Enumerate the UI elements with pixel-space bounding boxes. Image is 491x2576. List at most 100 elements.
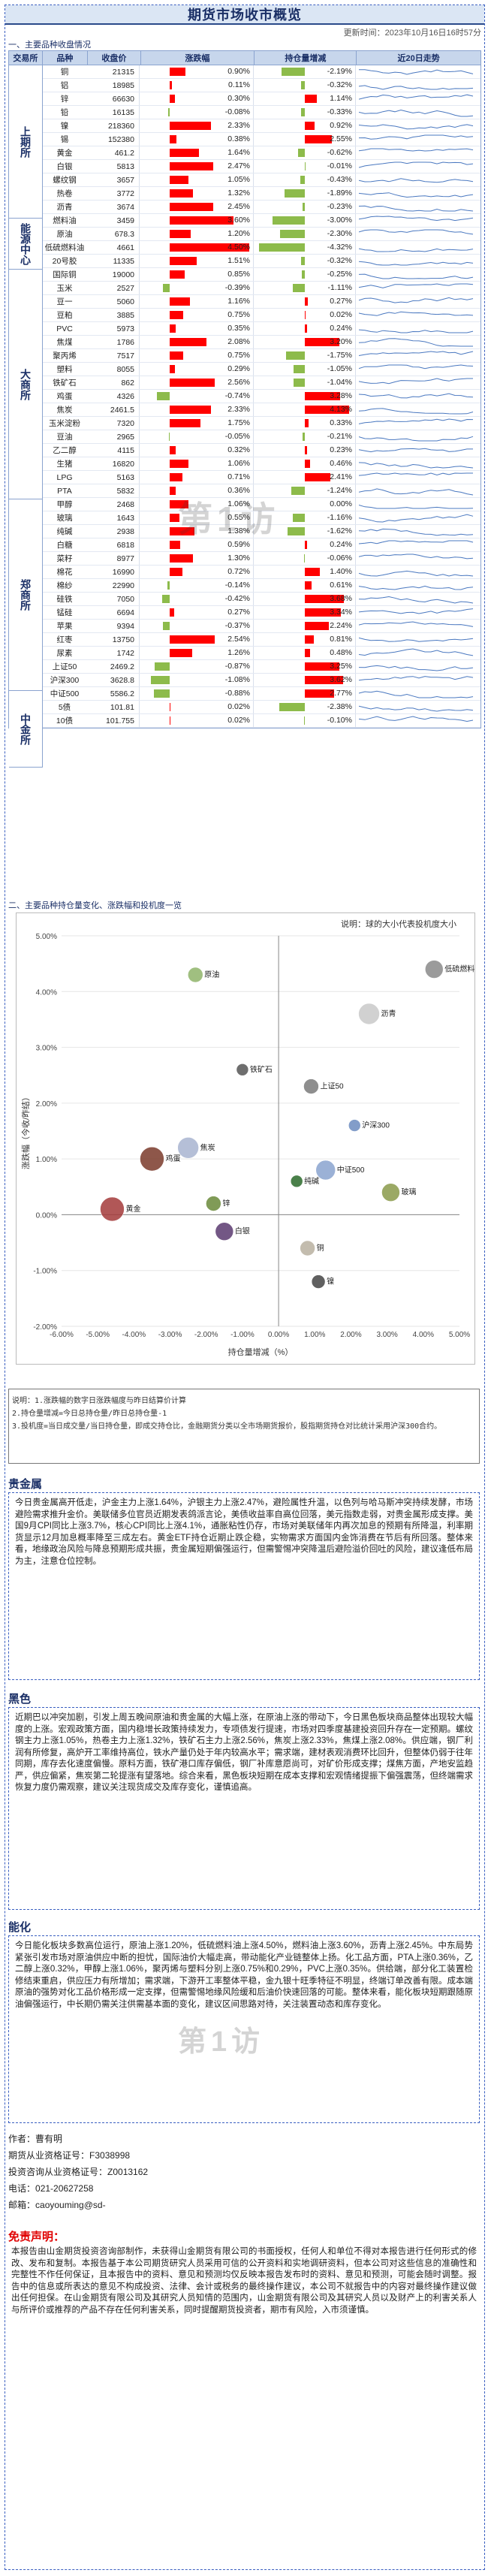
sparkline-icon [359, 462, 474, 469]
row-change: -0.39% [140, 282, 254, 294]
change-value: 0.85% [227, 270, 250, 279]
bubble-label: 镍 [327, 1277, 334, 1286]
change-bar [170, 473, 182, 481]
table-row: 燃料油 3459 3.60% -3.00% [9, 214, 480, 228]
row-open-interest: 3.62% [254, 674, 356, 686]
exchange-label: 郑商所 [9, 499, 43, 691]
table-row: 黄金 461.2 1.64% -0.62% [9, 146, 480, 160]
exchange-label: 大商所 [9, 270, 43, 499]
sparkline-icon [359, 540, 474, 544]
table-row: 豆粕 3885 0.75% 0.02% [9, 309, 480, 322]
row-name: 镍 [60, 122, 69, 131]
row-change: 1.30% [140, 552, 254, 565]
oi-bar [305, 635, 314, 644]
row-name: 20号胶 [52, 257, 77, 266]
oi-bar [305, 324, 308, 333]
row-sparkline [356, 201, 480, 213]
row-open-interest: 2.77% [254, 687, 356, 700]
row-open-interest: -0.21% [254, 430, 356, 443]
author-qual: 期货从业资格证号：F3038998 [8, 2150, 131, 2161]
bubble-point [358, 1003, 380, 1025]
oi-value: -0.43% [327, 175, 352, 184]
row-name: 菜籽 [56, 554, 73, 563]
sparkline-icon [359, 192, 474, 198]
oi-value: 0.00% [330, 499, 352, 508]
bubble-point [215, 1222, 234, 1241]
row-price: 5832 [87, 484, 140, 497]
change-value: 0.71% [227, 472, 250, 481]
row-name: 锡 [60, 135, 69, 144]
y-tick-label: 4.00% [36, 988, 57, 997]
change-value: 0.55% [227, 513, 250, 522]
table-row: 原油 678.3 1.20% -2.30% [9, 228, 480, 241]
table-row: 白银 5813 2.47% -0.01% [9, 160, 480, 173]
ferrous-text: 近期巴以冲突加剧，引发上周五晚间原油和贵金属的大幅上涨，在原油上涨的带动下，今日… [8, 1707, 480, 1910]
sparkline-icon [359, 690, 474, 698]
row-open-interest: 2.55% [254, 133, 356, 146]
change-value: 1.30% [227, 554, 250, 563]
oi-value: -2.19% [327, 67, 352, 76]
row-price: 101.81 [87, 701, 140, 713]
row-price: 152380 [87, 133, 140, 146]
row-sparkline [356, 268, 480, 281]
change-bar [170, 311, 183, 319]
row-name: 5债 [58, 703, 71, 712]
col-name: 品种 [43, 51, 89, 65]
change-bar [170, 460, 188, 468]
energy-chem-text: 今日能化板块多数高位运行，原油上涨1.20%，低硫燃料油上涨4.50%，燃料油上… [8, 1935, 480, 2123]
row-change: -0.05% [140, 430, 254, 443]
row-name: 甲醇 [56, 500, 73, 509]
table-row: 玻璃 1643 0.55% -1.16% [9, 511, 480, 525]
row-price: 1742 [87, 647, 140, 659]
row-change: 0.02% [140, 714, 254, 727]
row-name: 豆一 [56, 297, 73, 306]
row-sparkline [356, 146, 480, 159]
table-row: 沪深300 3628.8 -1.08% 3.62% [9, 674, 480, 687]
row-price: 5060 [87, 295, 140, 308]
row-name: 棉纱 [56, 581, 73, 590]
row-name: 铅 [60, 108, 69, 117]
oi-value: -0.21% [327, 432, 352, 441]
bubble-label: 低硫燃料油 [444, 964, 474, 974]
change-value: 2.33% [227, 405, 250, 414]
oi-value: 3.34% [330, 608, 352, 617]
row-open-interest: 2.41% [254, 471, 356, 484]
oi-value: 2.41% [330, 472, 352, 481]
sparkline-icon [359, 488, 474, 496]
oi-bar [287, 527, 305, 535]
oi-value: -1.24% [327, 486, 352, 495]
y-tick-label: -2.00% [33, 1323, 57, 1332]
row-name: 焦炭 [56, 406, 73, 415]
sparkline-icon [359, 178, 474, 183]
row-change: 0.29% [140, 363, 254, 376]
note-2: 2.持仓量增减=今日总持仓量/昨日总持仓量-1 [12, 1410, 167, 1418]
bubble-point [424, 960, 444, 979]
oi-bar [305, 581, 312, 590]
change-bar [170, 203, 213, 211]
change-value: 0.75% [227, 310, 250, 319]
x-tick-label: 2.00% [340, 1331, 361, 1339]
row-sparkline [356, 336, 480, 348]
row-change: 0.90% [140, 65, 254, 78]
row-change: 2.08% [140, 336, 254, 348]
oi-bar [305, 406, 349, 414]
oi-bar [286, 351, 305, 360]
change-bar [170, 514, 179, 522]
bubble-point [315, 1160, 336, 1181]
row-change: 2.33% [140, 403, 254, 416]
change-value: 0.02% [227, 702, 250, 711]
row-price: 3674 [87, 201, 140, 213]
row-change: 0.55% [140, 511, 254, 524]
change-bar [170, 270, 185, 279]
oi-bar [285, 189, 305, 198]
change-value: 3.60% [227, 216, 250, 225]
row-name: 沪深300 [50, 676, 80, 685]
bubble-chart-svg: -2.00% -1.00% 0.00% 1.00% 2.00% 3.00% 4.00% 5.0… [20, 918, 482, 1357]
chart-annotation: 说明：球的大小代表投机度大小 [341, 918, 456, 929]
row-sparkline [356, 173, 480, 186]
row-name: 聚丙烯 [53, 351, 77, 360]
sparkline-icon [359, 134, 474, 140]
oi-bar [258, 243, 305, 252]
sparkline-icon [359, 418, 474, 424]
row-open-interest: 4.13% [254, 403, 356, 416]
